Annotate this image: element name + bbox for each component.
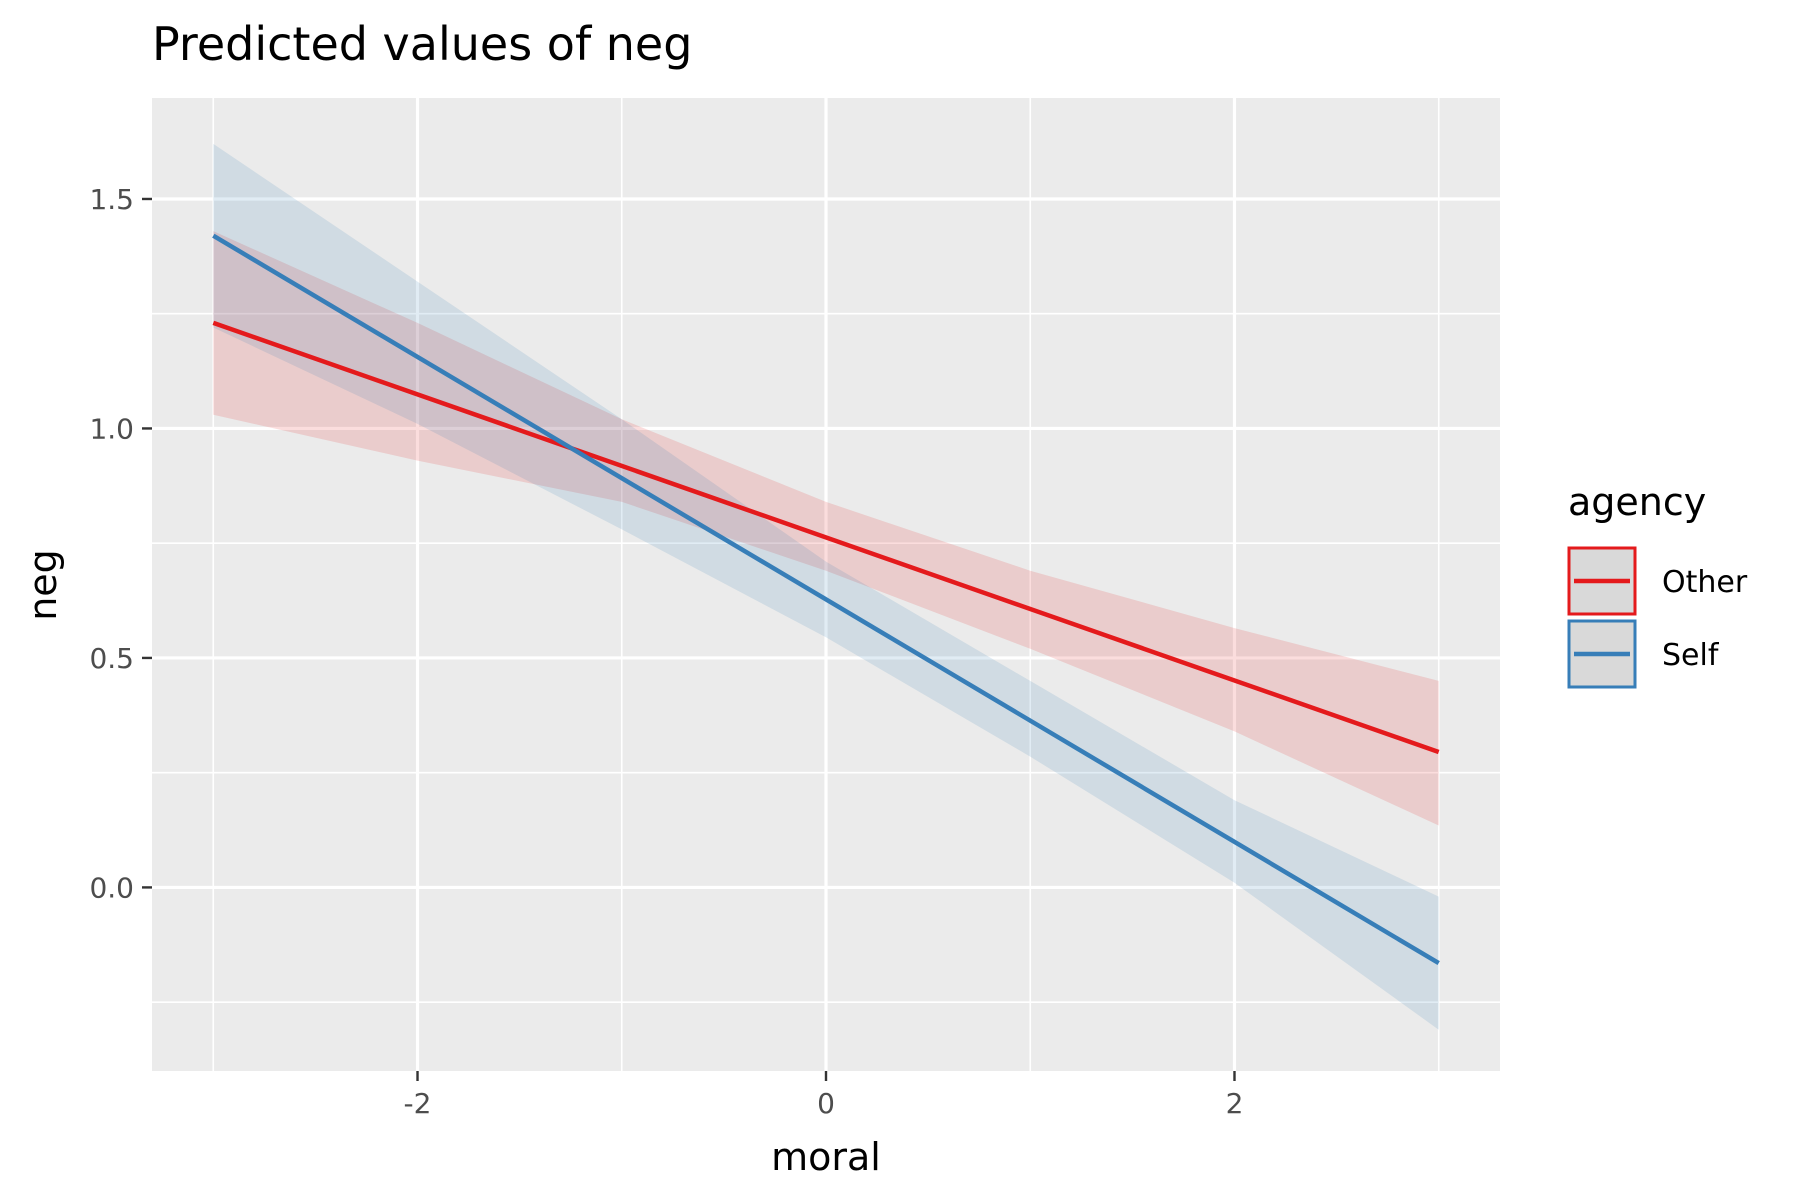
x-axis-title: moral [771,1135,881,1179]
series-lines [212,233,1440,966]
grid-major [152,98,1500,1071]
legend-label-other: Other [1662,565,1748,600]
legend: agency Other Self [1567,480,1748,689]
y-tick-label: 1.0 [89,412,134,445]
x-tick-label: 0 [817,1087,835,1120]
legend-items: Other Self [1567,546,1748,689]
y-tick-label: 0.5 [89,642,134,675]
legend-key-other [1567,546,1637,616]
y-tick-label: 0.0 [89,871,134,904]
legend-key-self [1567,619,1637,689]
ci-ribbon-self [213,143,1439,1030]
confidence-ribbons [213,143,1439,1030]
x-tick-label: -2 [404,1087,432,1120]
series-line-other [212,320,1440,755]
ci-ribbon-other [213,231,1439,826]
y-axis: 0.0 0.5 1.0 1.5 [89,183,152,904]
x-tick-label: 2 [1226,1087,1244,1120]
chart-title: Predicted values of neg [152,17,692,71]
series-line-self [212,233,1440,966]
legend-label-self: Self [1662,638,1720,673]
y-tick-label: 1.5 [89,183,134,216]
x-axis: -2 0 2 [404,1071,1244,1120]
y-axis-title: neg [21,549,65,621]
legend-title: agency [1568,480,1706,524]
